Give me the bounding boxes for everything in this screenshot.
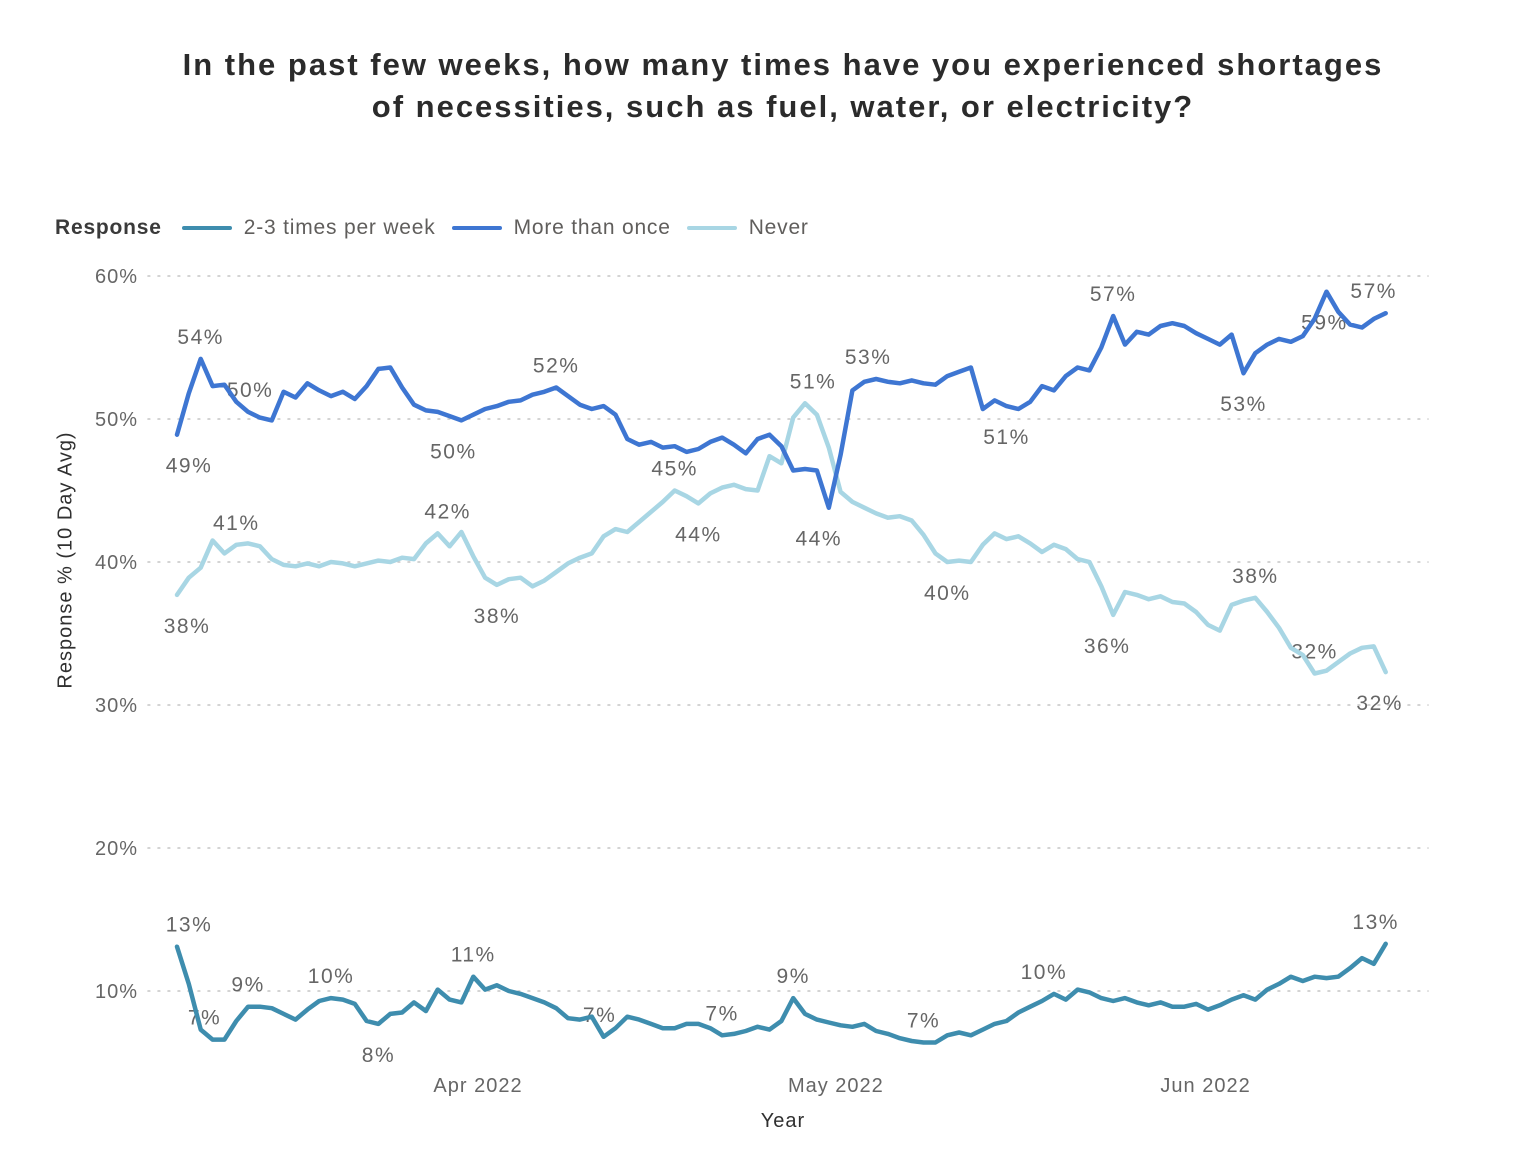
data-label: 53% <box>845 346 892 369</box>
legend-swatch-blue-line-icon <box>451 226 502 230</box>
legend-item-label: 2-3 times per week <box>243 216 436 239</box>
x-tick-label: Apr 2022 <box>433 1075 522 1097</box>
legend-swatch-teal-line-icon <box>181 226 232 230</box>
data-label: 7% <box>907 1009 940 1032</box>
data-label: 49% <box>166 455 213 478</box>
data-label: 9% <box>231 974 264 997</box>
data-label: 8% <box>362 1044 395 1067</box>
data-label: 51% <box>983 426 1030 449</box>
legend-swatch-lightblue-line-icon <box>686 226 737 230</box>
data-label: 7% <box>188 1007 221 1030</box>
x-tick-label: May 2022 <box>788 1075 884 1097</box>
y-tick-label: 40% <box>95 552 138 574</box>
chart-title-line2: of necessities, such as fuel, water, or … <box>371 89 1195 124</box>
data-label: 10% <box>308 965 355 988</box>
legend-item-never[interactable]: Never <box>686 216 809 240</box>
data-label: 36% <box>1084 635 1131 658</box>
data-label: 52% <box>533 355 580 378</box>
data-label: 13% <box>166 914 213 937</box>
data-label: 41% <box>213 512 260 535</box>
data-label: 50% <box>227 379 274 402</box>
data-label: 42% <box>424 500 471 523</box>
chart-title-line1: In the past few weeks, how many times ha… <box>182 47 1384 82</box>
data-label: 7% <box>583 1004 616 1027</box>
y-tick-label: 10% <box>95 981 138 1003</box>
legend-item-2-3-times-per-week[interactable]: 2-3 times per week <box>181 216 436 240</box>
data-label: 40% <box>924 582 971 605</box>
data-label: 11% <box>451 944 496 967</box>
data-label: 13% <box>1352 911 1399 934</box>
data-label: 59% <box>1301 312 1348 335</box>
data-label: 51% <box>790 370 837 393</box>
series-line-more-than-once[interactable] <box>174 289 1388 510</box>
data-label: 32% <box>1356 692 1403 715</box>
y-tick-label: 60% <box>95 266 138 288</box>
data-label: 7% <box>705 1002 738 1025</box>
series-line-2-3-times-per-week[interactable] <box>174 941 1388 1045</box>
data-label: 44% <box>795 528 842 551</box>
data-label: 10% <box>1021 961 1068 984</box>
data-label: 50% <box>430 440 477 463</box>
data-label: 45% <box>651 458 698 481</box>
x-tick-label: Jun 2022 <box>1160 1075 1250 1097</box>
data-label: 44% <box>675 523 722 546</box>
data-label: 38% <box>474 605 521 628</box>
x-axis-title: Year <box>760 1110 806 1132</box>
data-label: 38% <box>164 615 211 638</box>
data-label: 38% <box>1232 565 1279 588</box>
data-label: 57% <box>1090 283 1137 306</box>
chart-title: In the past few weeks, how many times ha… <box>30 44 1536 128</box>
data-label: 53% <box>1220 393 1267 416</box>
legend-item-more-than-once[interactable]: More than once <box>451 216 671 240</box>
y-tick-label: 50% <box>95 409 138 431</box>
series-line-never[interactable] <box>174 401 1388 676</box>
y-tick-label: 20% <box>95 838 138 860</box>
legend-item-label: More than once <box>513 216 671 239</box>
data-label: 54% <box>177 326 224 349</box>
legend-item-label: Never <box>748 216 809 239</box>
legend: Response 2-3 times per week More than on… <box>55 216 809 240</box>
legend-title: Response <box>55 216 162 239</box>
data-label: 9% <box>777 965 810 988</box>
y-tick-label: 30% <box>95 695 138 717</box>
data-label: 57% <box>1350 280 1397 303</box>
